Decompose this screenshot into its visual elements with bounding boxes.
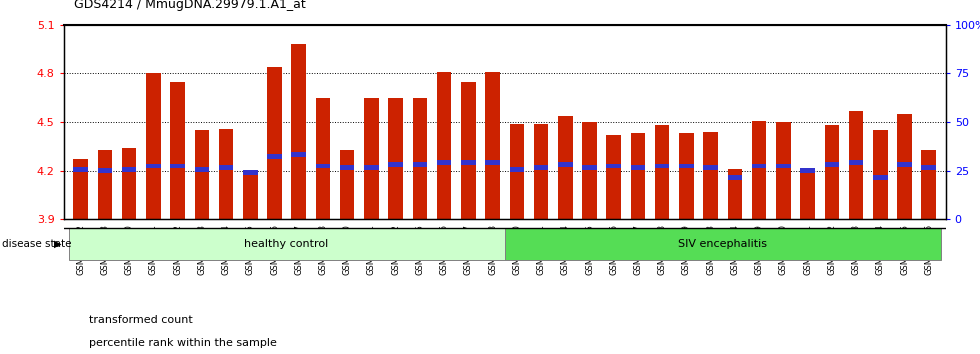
Bar <box>776 164 791 169</box>
Bar <box>146 73 161 219</box>
Bar <box>291 152 306 157</box>
Bar <box>534 165 549 170</box>
Bar <box>413 162 427 167</box>
Bar <box>824 162 839 167</box>
Bar <box>219 129 233 219</box>
Bar <box>122 148 136 219</box>
Bar <box>340 165 355 170</box>
Bar <box>534 124 549 219</box>
Bar <box>316 98 330 219</box>
Bar <box>898 114 911 219</box>
Bar <box>195 167 209 172</box>
Bar <box>485 72 500 219</box>
Bar <box>727 169 742 219</box>
Bar <box>365 98 378 219</box>
Bar <box>607 135 621 219</box>
Bar <box>631 133 645 219</box>
Bar <box>558 162 572 167</box>
Bar <box>340 150 355 219</box>
Bar <box>752 120 766 219</box>
Bar <box>195 130 209 219</box>
Text: SIV encephalitis: SIV encephalitis <box>678 239 767 249</box>
Bar <box>849 111 863 219</box>
Bar <box>752 164 766 169</box>
Bar <box>388 162 403 167</box>
Bar <box>655 125 669 219</box>
Bar <box>268 154 282 159</box>
Bar <box>704 132 718 219</box>
Bar <box>655 164 669 169</box>
Bar <box>558 116 572 219</box>
Bar <box>122 167 136 172</box>
Text: GDS4214 / MmugDNA.29979.1.A1_at: GDS4214 / MmugDNA.29979.1.A1_at <box>74 0 305 11</box>
Bar <box>510 167 524 172</box>
Bar <box>461 81 475 219</box>
Bar <box>849 160 863 165</box>
Bar <box>268 67 282 219</box>
Bar <box>776 122 791 219</box>
Bar <box>171 164 185 169</box>
Bar <box>69 228 505 260</box>
Bar <box>291 44 306 219</box>
Bar <box>485 160 500 165</box>
Bar <box>679 164 694 169</box>
Bar <box>98 150 112 219</box>
Bar <box>873 175 888 180</box>
Bar <box>921 165 936 170</box>
Bar <box>510 124 524 219</box>
Bar <box>98 169 112 173</box>
Bar <box>219 165 233 170</box>
Bar <box>365 165 378 170</box>
Bar <box>824 125 839 219</box>
Text: ▶: ▶ <box>54 239 62 249</box>
Bar <box>316 164 330 169</box>
Bar <box>704 165 718 170</box>
Bar <box>801 172 814 219</box>
Bar <box>727 175 742 180</box>
Bar <box>505 228 941 260</box>
Bar <box>437 72 452 219</box>
Bar <box>413 98 427 219</box>
Text: transformed count: transformed count <box>89 315 192 325</box>
Bar <box>146 164 161 169</box>
Bar <box>74 159 88 219</box>
Bar <box>74 167 88 172</box>
Bar <box>582 165 597 170</box>
Bar <box>388 98 403 219</box>
Bar <box>607 164 621 169</box>
Bar <box>582 122 597 219</box>
Bar <box>461 160 475 165</box>
Bar <box>898 162 911 167</box>
Bar <box>171 81 185 219</box>
Text: healthy control: healthy control <box>244 239 328 249</box>
Bar <box>243 172 258 219</box>
Bar <box>801 169 814 173</box>
Text: disease state: disease state <box>2 239 72 249</box>
Text: percentile rank within the sample: percentile rank within the sample <box>89 338 276 348</box>
Bar <box>679 133 694 219</box>
Bar <box>437 160 452 165</box>
Bar <box>631 165 645 170</box>
Bar <box>243 170 258 175</box>
Bar <box>921 150 936 219</box>
Bar <box>873 130 888 219</box>
